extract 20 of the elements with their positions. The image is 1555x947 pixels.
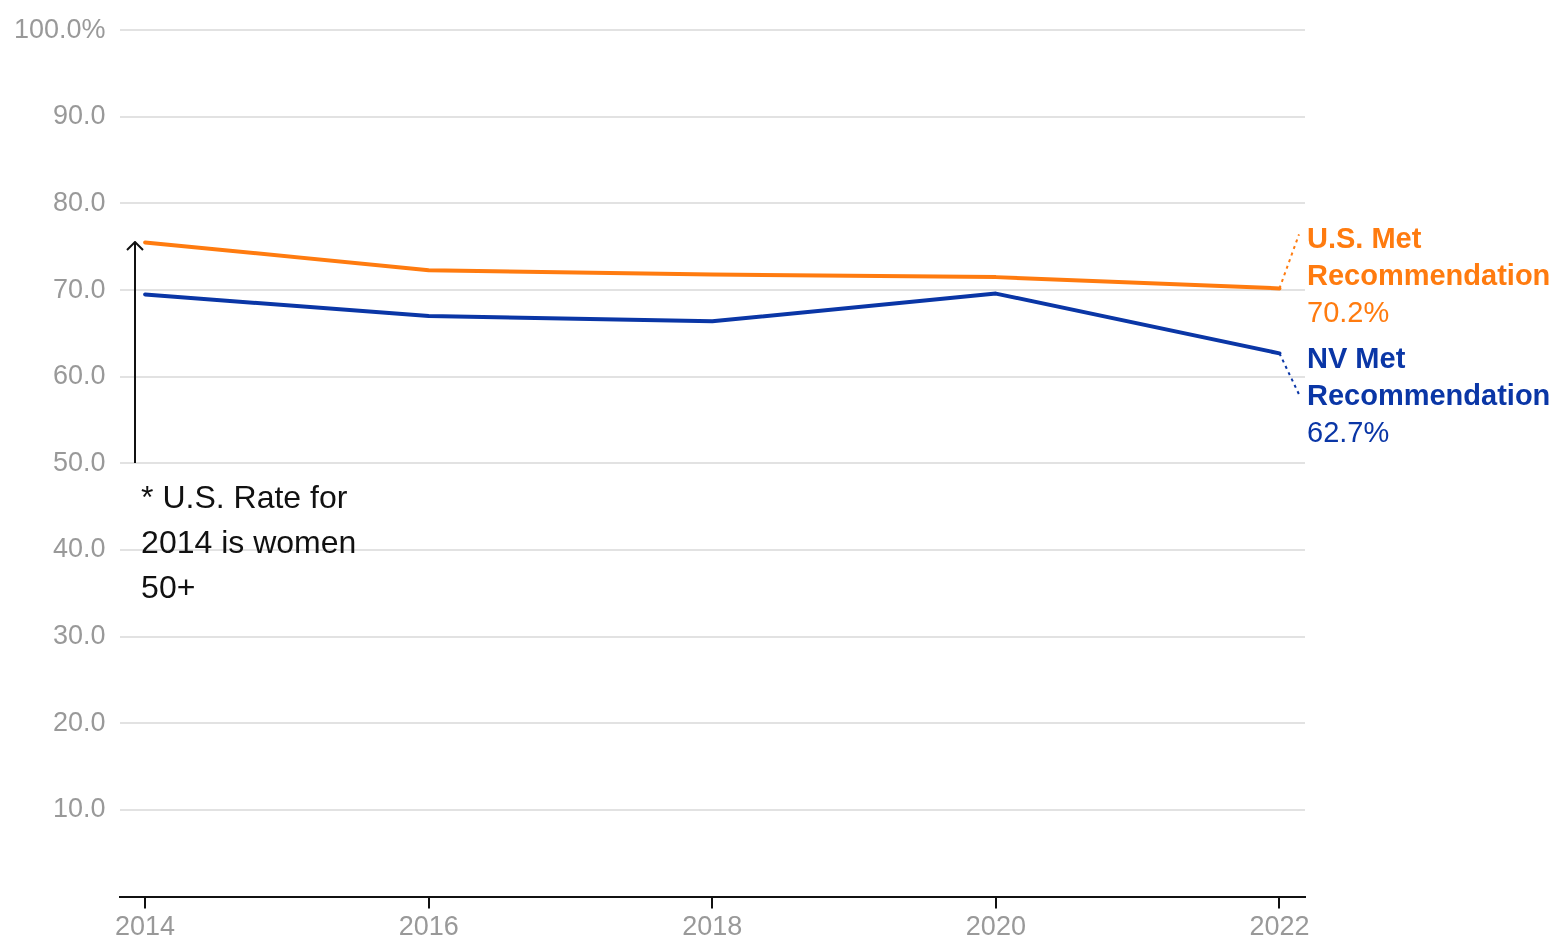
x-tick-label: 2022	[1249, 911, 1310, 942]
y-tick-label: 30.0	[53, 620, 106, 651]
y-tick-label: 40.0	[53, 533, 106, 564]
series-label: NV Met Recommendation	[1307, 342, 1551, 412]
y-tick-label: 20.0	[53, 706, 106, 737]
x-tick-label: 2018	[682, 911, 743, 942]
y-tick-label: 100.0%	[14, 13, 106, 44]
x-tick-label: 2014	[115, 911, 176, 942]
y-tick-label: 50.0	[53, 446, 106, 477]
y-tick-label: 70.0	[53, 273, 106, 304]
y-tick-label: 90.0	[53, 100, 106, 131]
annotation: * U.S. Rate for 2014 is women 50+	[141, 478, 358, 608]
data-label: 62.7%	[1307, 416, 1390, 449]
x-tick-label: 2016	[398, 911, 459, 942]
legend-label: U.S. Met Recommendation	[1307, 222, 1551, 292]
y-tick-label: 10.0	[53, 793, 106, 824]
x-tick-label: 2020	[965, 911, 1026, 942]
y-tick-label: 80.0	[53, 186, 106, 217]
data-label: 70.2%	[1307, 296, 1390, 329]
y-tick-label: 60.0	[53, 360, 106, 391]
